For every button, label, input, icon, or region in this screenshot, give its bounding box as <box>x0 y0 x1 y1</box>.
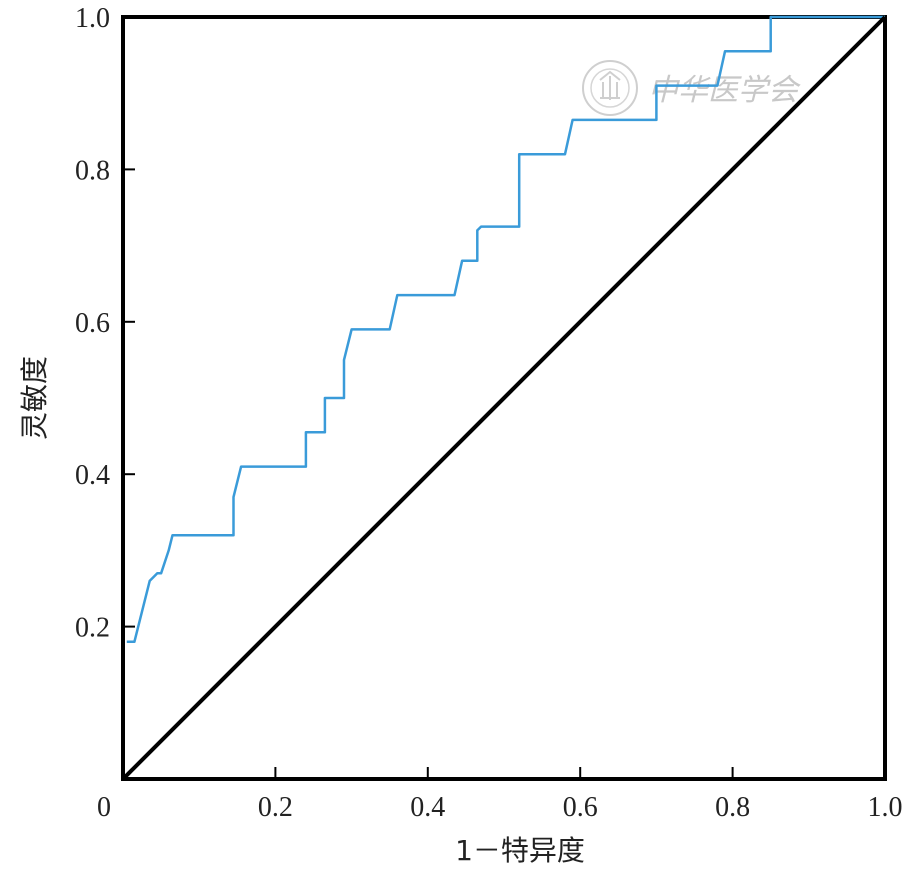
x-tick-label: 0.4 <box>410 792 445 823</box>
y-tick-label: 0.2 <box>75 613 110 644</box>
watermark: 中华医学会 <box>582 60 801 116</box>
roc-curve-line <box>126 15 885 644</box>
x-tick-label: 1.0 <box>868 792 903 823</box>
y-tick-label: 1.0 <box>75 3 110 34</box>
x-tick-label: 0.8 <box>715 792 750 823</box>
x-axis-title: 1－特异度 <box>455 834 585 867</box>
x-tick-label: 0 <box>97 792 111 823</box>
y-tick-label: 0.8 <box>75 155 110 186</box>
y-tick-label: 0.4 <box>75 460 110 491</box>
x-tick-label: 0.2 <box>258 792 293 823</box>
plot-frame <box>121 15 887 781</box>
y-axis-title: 灵敏度 <box>18 356 51 440</box>
watermark-seal-icon <box>582 60 638 116</box>
x-tick-label: 0.6 <box>563 792 598 823</box>
reference-diagonal-line <box>121 15 887 781</box>
y-tick-label: 0.6 <box>75 308 110 339</box>
watermark-text: 中华医学会 <box>648 73 801 108</box>
